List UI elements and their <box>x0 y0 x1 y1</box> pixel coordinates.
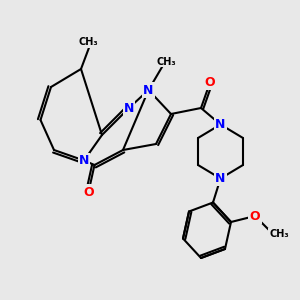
Text: N: N <box>215 118 226 131</box>
Text: N: N <box>143 83 154 97</box>
Text: CH₃: CH₃ <box>79 37 98 47</box>
Text: N: N <box>124 101 134 115</box>
Text: N: N <box>215 172 226 185</box>
Text: O: O <box>250 209 260 223</box>
Text: O: O <box>83 185 94 199</box>
Text: CH₃: CH₃ <box>269 229 289 239</box>
Text: CH₃: CH₃ <box>157 56 176 67</box>
Text: O: O <box>205 76 215 89</box>
Text: N: N <box>79 154 89 167</box>
